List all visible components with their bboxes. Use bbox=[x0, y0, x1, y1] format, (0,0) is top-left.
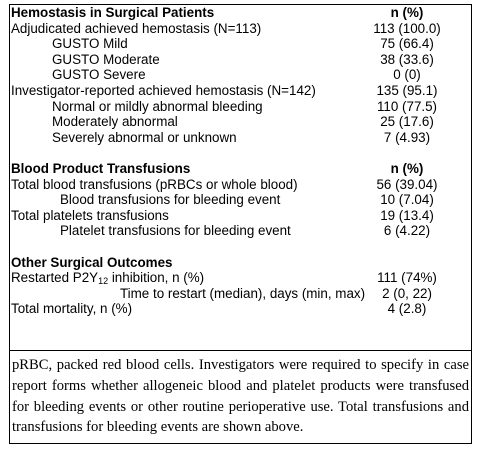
row-value: 4 (2.8) bbox=[387, 301, 427, 317]
label-subscript: 12 bbox=[98, 276, 109, 287]
row-value: 25 (17.6) bbox=[380, 114, 434, 130]
column-header: n (%) bbox=[390, 160, 424, 176]
section-spacer bbox=[10, 239, 471, 255]
table-row: GUSTO Moderate 38 (33.6) bbox=[10, 52, 471, 68]
section-spacer bbox=[10, 145, 471, 161]
section-header-hemostasis: Hemostasis in Surgical Patients n (%) bbox=[10, 5, 471, 21]
table-row: Investigator-reported achieved hemostasi… bbox=[10, 83, 471, 99]
row-label: Total mortality, n (%) bbox=[11, 301, 133, 317]
row-label: Investigator-reported achieved hemostasi… bbox=[11, 82, 316, 98]
row-value: 135 (95.1) bbox=[376, 82, 438, 98]
table-row: Blood transfusions for bleeding event 10… bbox=[10, 192, 471, 208]
row-label: Normal or mildly abnormal bleeding bbox=[52, 98, 263, 114]
table-row: Time to restart (median), days (min, max… bbox=[10, 286, 471, 302]
table-row: Total mortality, n (%) 4 (2.8) bbox=[10, 301, 471, 317]
row-label: GUSTO Moderate bbox=[52, 51, 160, 67]
row-label: Platelet transfusions for bleeding event bbox=[60, 223, 291, 239]
row-label: Blood transfusions for bleeding event bbox=[60, 192, 281, 208]
table-frame: Hemostasis in Surgical Patients n (%) Ad… bbox=[9, 4, 472, 444]
row-value: 113 (100.0) bbox=[373, 20, 441, 36]
row-label: Severely abnormal or unknown bbox=[52, 129, 237, 145]
table-row: Severely abnormal or unknown 7 (4.93) bbox=[10, 130, 471, 146]
row-label: Total platelets transfusions bbox=[11, 207, 169, 223]
row-label: Time to restart (median), days (min, max… bbox=[120, 285, 366, 301]
table-row: Total platelets transfusions 19 (13.4) bbox=[10, 208, 471, 224]
row-label: Total blood transfusions (pRBCs or whole… bbox=[11, 176, 298, 192]
section-header-transfusions: Blood Product Transfusions n (%) bbox=[10, 161, 471, 177]
table-row: Moderately abnormal 25 (17.6) bbox=[10, 114, 471, 130]
row-value: 0 (0) bbox=[393, 67, 421, 83]
row-value: 111 (74%) bbox=[377, 270, 437, 286]
table-row: Platelet transfusions for bleeding event… bbox=[10, 223, 471, 239]
table-row: GUSTO Mild 75 (66.4) bbox=[10, 36, 471, 52]
section-title: Blood Product Transfusions bbox=[11, 160, 191, 176]
column-header: n (%) bbox=[390, 5, 424, 20]
row-value: 38 (33.6) bbox=[380, 51, 434, 67]
table-row: Normal or mildly abnormal bleeding 110 (… bbox=[10, 99, 471, 115]
table-row: GUSTO Severe 0 (0) bbox=[10, 67, 471, 83]
table-row: Total blood transfusions (pRBCs or whole… bbox=[10, 177, 471, 193]
row-value: 56 (39.04) bbox=[376, 176, 438, 192]
table-row: Adjudicated achieved hemostasis (N=113) … bbox=[10, 21, 471, 37]
footnote-divider bbox=[10, 350, 471, 351]
row-value: 19 (13.4) bbox=[380, 207, 434, 223]
section-header-other-outcomes: Other Surgical Outcomes bbox=[10, 255, 471, 271]
row-value: 75 (66.4) bbox=[380, 36, 434, 52]
row-value: 2 (0, 22) bbox=[382, 285, 432, 301]
outcomes-table: Hemostasis in Surgical Patients n (%) Ad… bbox=[10, 5, 471, 317]
row-value: 110 (77.5) bbox=[376, 98, 438, 114]
table-row: Restarted P2Y12 inhibition, n (%) 111 (7… bbox=[10, 270, 471, 286]
label-text: inhibition, n (%) bbox=[108, 270, 205, 286]
table-footnote: pRBC, packed red blood cells. Investigat… bbox=[12, 357, 469, 436]
row-label: GUSTO Mild bbox=[52, 36, 128, 52]
label-text: Restarted P2Y bbox=[11, 270, 99, 286]
row-value: 6 (4.22) bbox=[383, 223, 431, 239]
section-title: Other Surgical Outcomes bbox=[11, 254, 173, 270]
row-label: GUSTO Severe bbox=[52, 67, 146, 83]
row-value: 7 (4.93) bbox=[383, 129, 431, 145]
row-label: Moderately abnormal bbox=[52, 114, 178, 130]
row-label: Restarted P2Y12 inhibition, n (%) bbox=[11, 270, 204, 286]
section-title: Hemostasis in Surgical Patients bbox=[11, 5, 215, 20]
row-value: 10 (7.04) bbox=[380, 192, 434, 208]
row-label: Adjudicated achieved hemostasis (N=113) bbox=[11, 20, 262, 36]
